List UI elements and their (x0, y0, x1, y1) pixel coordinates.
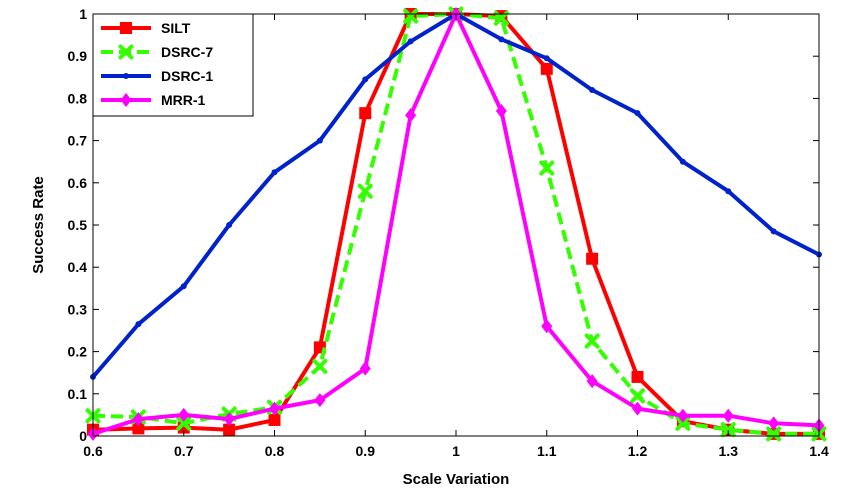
data-point (498, 36, 505, 43)
data-point (180, 283, 187, 290)
data-point (586, 252, 599, 265)
data-point (362, 76, 369, 83)
legend-label: DSRC-1 (161, 68, 213, 84)
y-tick-label: 0.6 (68, 175, 88, 191)
data-point (359, 361, 371, 376)
legend-item: SILT (101, 20, 191, 36)
legend-item: DSRC-7 (101, 44, 213, 60)
y-axis-label: Success Rate (30, 176, 47, 274)
y-tick-label: 0.2 (68, 344, 88, 360)
legend-item: MRR-1 (101, 92, 206, 108)
data-point (722, 408, 734, 423)
data-point (539, 160, 555, 176)
y-tick-label: 0.8 (68, 90, 88, 106)
data-point (768, 416, 780, 431)
legend-marker (123, 73, 129, 79)
y-tick-label: 1 (79, 6, 87, 22)
data-point (675, 415, 691, 431)
data-point (725, 188, 732, 195)
data-point (770, 228, 777, 235)
data-point (632, 401, 643, 416)
data-point (679, 158, 686, 165)
x-tick-label: 0.6 (83, 443, 103, 459)
data-point (135, 321, 142, 328)
data-point (589, 86, 596, 93)
data-point (541, 319, 553, 334)
data-point (543, 55, 550, 62)
data-point (403, 8, 419, 24)
data-point (359, 107, 372, 120)
data-point (540, 62, 553, 75)
x-tick-label: 1.1 (537, 443, 557, 459)
data-point (586, 374, 598, 389)
data-point (268, 413, 281, 426)
data-point (766, 426, 782, 442)
legend: SILT DSRC-7 DSRC-1 MRR-1 (92, 13, 254, 117)
y-tick-label: 0.9 (68, 48, 88, 64)
data-point (269, 401, 280, 416)
data-point (316, 137, 323, 144)
data-point (314, 393, 326, 408)
data-point (495, 104, 507, 119)
data-point (405, 108, 417, 123)
data-point (178, 407, 190, 422)
x-tick-label: 0.9 (356, 443, 376, 459)
data-point (312, 358, 328, 374)
data-point (226, 222, 233, 228)
data-point (313, 341, 326, 354)
y-tick-label: 0.3 (68, 301, 88, 317)
x-tick-label: 0.8 (265, 443, 285, 459)
data-point (357, 183, 373, 199)
data-point (176, 415, 192, 431)
data-point (584, 333, 600, 349)
legend-marker (120, 93, 132, 107)
data-point (677, 408, 689, 423)
y-tick-label: 0.5 (68, 217, 88, 233)
data-point (223, 412, 235, 427)
y-tick-label: 0.7 (68, 133, 88, 149)
y-tick-label: 0.4 (68, 259, 88, 275)
x-tick-label: 1 (452, 443, 460, 459)
x-tick-label: 1.3 (719, 443, 739, 459)
legend-label: SILT (161, 20, 191, 36)
data-point (720, 422, 736, 438)
legend-label: DSRC-7 (161, 44, 213, 60)
legend-marker (118, 44, 134, 60)
data-point (271, 169, 278, 176)
x-axis-label: Scale Variation (403, 471, 510, 488)
x-tick-label: 1.2 (628, 443, 648, 459)
legend-item: DSRC-1 (101, 68, 213, 84)
data-point (407, 38, 414, 45)
y-tick-label: 0 (79, 428, 87, 444)
data-point (630, 388, 645, 404)
data-point (631, 370, 644, 383)
data-point (634, 110, 641, 117)
data-point (132, 412, 144, 427)
legend-label: MRR-1 (161, 92, 206, 108)
data-point (493, 10, 509, 26)
x-tick-label: 1.4 (809, 443, 829, 459)
x-tick-label: 0.7 (174, 443, 194, 459)
legend-marker (120, 22, 132, 34)
y-tick-label: 0.1 (68, 386, 88, 402)
